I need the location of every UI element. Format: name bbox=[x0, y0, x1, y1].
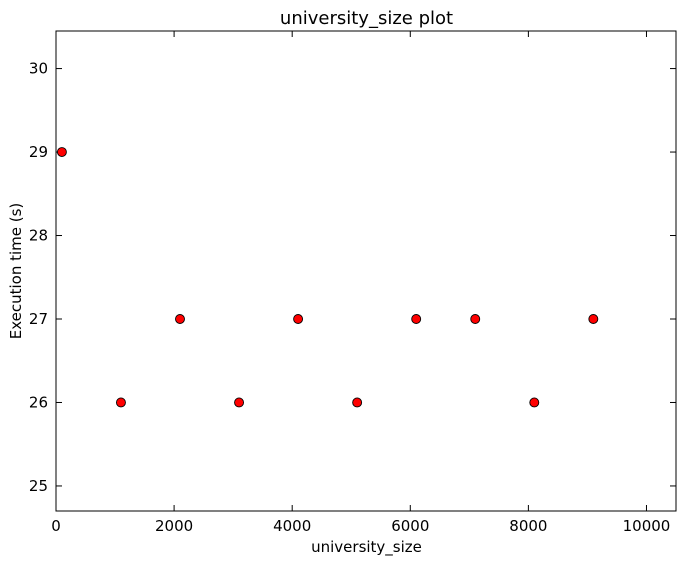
plot-area: 0 2000 4000 6000 8000 10000 25 26 27 28 29 30 bbox=[29, 30, 677, 535]
data-point bbox=[234, 397, 244, 408]
y-tick-label: 30 bbox=[29, 60, 48, 78]
x-tick-label: 6000 bbox=[391, 517, 429, 535]
y-tick-label: 27 bbox=[29, 310, 48, 328]
data-point bbox=[470, 314, 481, 324]
plot-frame bbox=[55, 30, 677, 512]
data-point bbox=[352, 397, 363, 408]
data-point bbox=[116, 397, 126, 408]
x-tick-label: 10000 bbox=[623, 517, 671, 535]
data-point bbox=[293, 314, 304, 324]
x-tick-label: 2000 bbox=[155, 517, 193, 535]
data-point bbox=[175, 314, 185, 324]
chart-title: university_size plot bbox=[280, 8, 453, 29]
y-tick-label: 28 bbox=[29, 227, 48, 245]
data-point bbox=[529, 397, 540, 408]
x-tick-label: 4000 bbox=[273, 517, 311, 535]
x-tick-label: 0 bbox=[51, 517, 61, 535]
data-point bbox=[588, 314, 599, 324]
data-point bbox=[411, 314, 422, 324]
x-tick-label: 8000 bbox=[509, 517, 547, 535]
data-point bbox=[56, 147, 67, 157]
y-tick-label: 29 bbox=[29, 143, 48, 161]
x-axis-label: university_size bbox=[311, 538, 422, 557]
y-tick-label: 26 bbox=[29, 393, 48, 411]
y-tick-label: 25 bbox=[29, 477, 48, 495]
y-axis-label: Execution time (s) bbox=[7, 203, 25, 340]
